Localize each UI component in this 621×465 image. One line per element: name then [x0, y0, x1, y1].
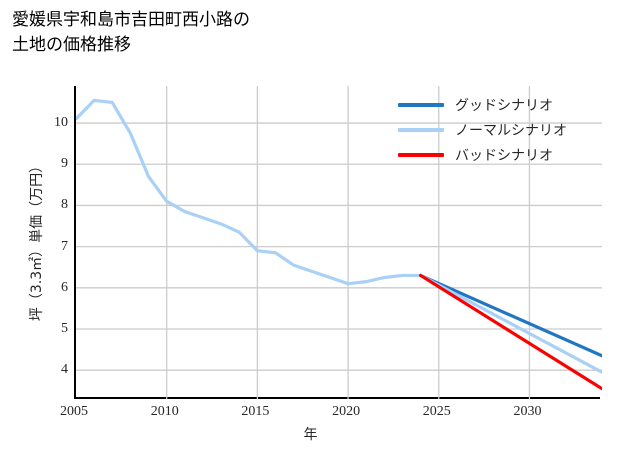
chart-legend: グッドシナリオ ノーマルシナリオ バッドシナリオ — [398, 92, 610, 167]
y-axis-tick-labels: 4 5 6 7 8 9 10 — [36, 86, 68, 399]
series-lines — [76, 98, 602, 391]
legend-item[interactable]: グッドシナリオ — [398, 92, 610, 117]
plot-area — [74, 86, 602, 399]
x-tick-label: 2005 — [60, 404, 88, 419]
legend-color-swatch — [398, 127, 444, 132]
x-tick-label: 2010 — [150, 404, 179, 419]
y-tick-label: 8 — [61, 197, 68, 213]
x-axis-tick-labels: 2005 2010 2015 2020 2025 2030 — [60, 404, 600, 424]
legend-color-swatch — [398, 152, 444, 157]
page-title: 愛媛県宇和島市吉田町西小路の 土地の価格推移 — [12, 10, 250, 55]
y-axis-title: 坪（3.3㎡）単価（万円） — [29, 158, 45, 322]
y-tick-label: 4 — [61, 362, 68, 378]
horizontal-gridlines — [76, 122, 602, 371]
y-tick-label: 7 — [61, 238, 68, 254]
legend-item[interactable]: ノーマルシナリオ — [398, 117, 610, 142]
series-line — [419, 273, 602, 358]
plot-svg — [76, 86, 602, 399]
y-tick-label: 5 — [61, 320, 68, 336]
x-tick-label: 2025 — [422, 404, 451, 419]
y-tick-label: 10 — [54, 115, 68, 131]
y-tick-label: 9 — [61, 156, 68, 172]
series-line — [419, 273, 602, 374]
series-line — [419, 273, 602, 391]
legend-item-label: ノーマルシナリオ — [455, 122, 567, 139]
x-tick-label: 2030 — [513, 404, 542, 419]
legend-item[interactable]: バッドシナリオ — [398, 142, 610, 167]
x-axis-title: 年 — [303, 427, 318, 443]
legend-item-label: バッドシナリオ — [455, 147, 553, 164]
legend-color-swatch — [398, 102, 444, 107]
legend-item-label: グッドシナリオ — [455, 97, 553, 114]
y-tick-label: 6 — [61, 279, 68, 295]
series-line — [76, 98, 423, 286]
x-tick-label: 2015 — [241, 404, 270, 419]
vertical-gridlines — [166, 86, 531, 399]
x-tick-label: 2020 — [332, 404, 361, 419]
